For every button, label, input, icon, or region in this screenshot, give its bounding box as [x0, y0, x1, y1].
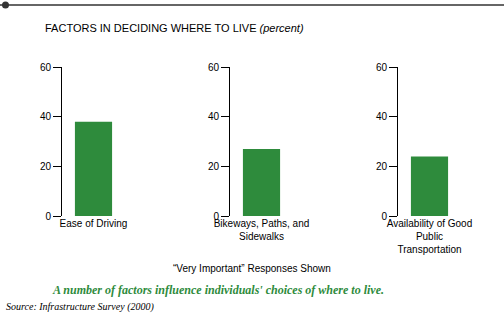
svg-text:60: 60 [208, 62, 220, 73]
svg-text:0: 0 [381, 211, 387, 222]
svg-text:40: 40 [376, 111, 388, 122]
svg-text:0: 0 [45, 211, 51, 222]
svg-text:Bikeways, Paths, andSidewalks: Bikeways, Paths, andSidewalks [214, 218, 310, 242]
svg-text:“Very Important” Responses Sho: “Very Important” Responses Shown [173, 263, 331, 274]
svg-text:A number of factors influence: A number of factors influence individual… [52, 283, 384, 297]
svg-text:FACTORS IN DECIDING WHERE TO L: FACTORS IN DECIDING WHERE TO LIVE (perce… [45, 22, 304, 34]
svg-text:Source: Infrastructure Survey: Source: Infrastructure Survey (2000) [6, 301, 155, 313]
svg-text:Ease of Driving: Ease of Driving [60, 218, 128, 229]
svg-text:0: 0 [213, 211, 219, 222]
svg-text:60: 60 [40, 62, 52, 73]
svg-text:40: 40 [208, 111, 220, 122]
svg-text:20: 20 [208, 161, 220, 172]
svg-text:60: 60 [376, 62, 388, 73]
svg-text:20: 20 [376, 161, 388, 172]
svg-text:40: 40 [40, 111, 52, 122]
svg-text:Availability of GoodPublicTran: Availability of GoodPublicTransportation [387, 218, 472, 255]
svg-text:20: 20 [40, 161, 52, 172]
